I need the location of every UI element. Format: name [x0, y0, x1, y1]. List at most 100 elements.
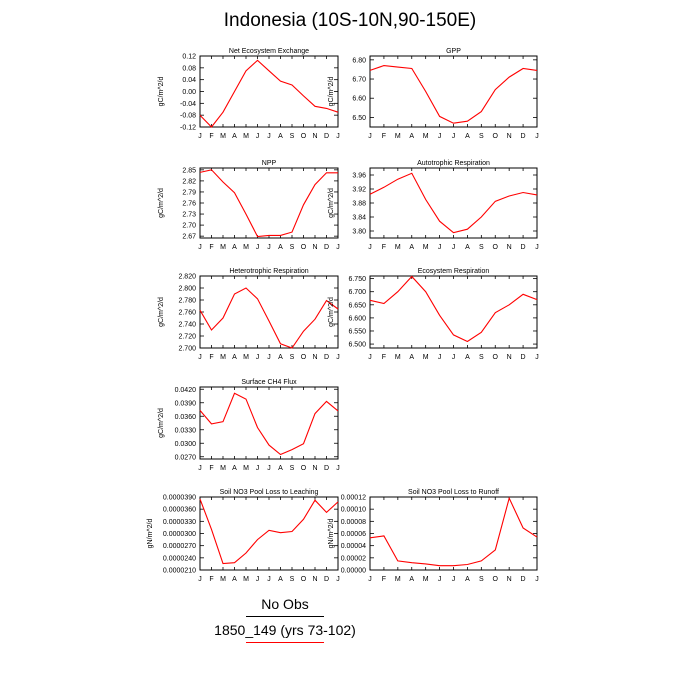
- y-tick-label: 0.0330: [175, 427, 197, 434]
- x-tick-label: F: [209, 465, 213, 472]
- x-tick-label: A: [409, 576, 414, 583]
- series-line: [199, 287, 339, 349]
- x-tick-label: M: [243, 244, 249, 251]
- x-tick-label: M: [395, 133, 401, 140]
- y-tick-label: 0.0300: [175, 441, 197, 448]
- y-tick-label: 0.04: [182, 77, 196, 84]
- panel-title: Heterotrophic Respiration: [229, 268, 308, 275]
- y-axis-label: gN/m^2/d: [328, 519, 335, 549]
- x-tick-label: O: [301, 244, 307, 251]
- y-tick-label: 0.00012: [341, 495, 366, 502]
- panel-title: Soil NO3 Pool Loss to Runoff: [408, 489, 499, 496]
- chart-panel-2: GPP J F M A M J J A S O N D J 6.50 6.60 6.70 6.80 gC/m^2/d: [328, 48, 539, 140]
- x-tick-label: J: [267, 576, 271, 583]
- panel-title: Surface CH4 Flux: [241, 379, 297, 386]
- x-tick-label: A: [465, 576, 470, 583]
- x-tick-label: A: [465, 133, 470, 140]
- x-tick-label: F: [209, 576, 213, 583]
- x-tick-label: J: [256, 465, 260, 472]
- y-tick-label: 0.00010: [341, 507, 366, 514]
- x-tick-label: J: [256, 354, 260, 361]
- plot-frame: [199, 275, 339, 349]
- chart-panel-4: Autotrophic Respiration J F M A M J J A S O N D J 3.80…: [328, 160, 539, 251]
- y-tick-label: 0.12: [182, 54, 196, 61]
- x-tick-label: S: [290, 465, 295, 472]
- x-tick-label: M: [243, 465, 249, 472]
- x-tick-label: O: [493, 244, 499, 251]
- x-tick-label: J: [256, 244, 260, 251]
- y-tick-label: 0.00: [182, 89, 196, 96]
- y-tick-label: 3.92: [352, 187, 366, 194]
- y-tick-label: 0.00008: [341, 519, 366, 526]
- x-tick-label: O: [493, 354, 499, 361]
- x-tick-label: A: [278, 576, 283, 583]
- x-tick-label: O: [301, 576, 307, 583]
- x-tick-label: J: [198, 354, 202, 361]
- x-tick-label: F: [209, 133, 213, 140]
- x-tick-label: J: [256, 576, 260, 583]
- x-tick-label: A: [465, 244, 470, 251]
- x-tick-label: D: [324, 354, 329, 361]
- x-tick-label: M: [220, 133, 226, 140]
- y-tick-label: 6.750: [348, 276, 366, 283]
- y-tick-label: 3.88: [352, 201, 366, 208]
- x-tick-label: M: [243, 133, 249, 140]
- panel-title: Ecosystem Respiration: [418, 268, 490, 275]
- plot-frame: [199, 386, 339, 460]
- x-tick-label: S: [290, 244, 295, 251]
- y-tick-label: 2.820: [178, 274, 196, 281]
- x-tick-label: A: [232, 133, 237, 140]
- x-tick-label: M: [243, 576, 249, 583]
- x-tick-label: J: [438, 354, 442, 361]
- x-tick-label: J: [535, 576, 539, 583]
- x-tick-label: N: [507, 244, 512, 251]
- y-tick-label: 0.00000: [341, 568, 366, 575]
- x-tick-label: D: [324, 133, 329, 140]
- x-tick-label: J: [535, 133, 539, 140]
- panel-title: GPP: [446, 48, 461, 55]
- x-tick-label: J: [452, 354, 456, 361]
- x-tick-label: J: [368, 244, 372, 251]
- y-tick-label: 3.80: [352, 229, 366, 236]
- y-tick-label: 2.67: [182, 234, 196, 241]
- series-line: [199, 169, 338, 238]
- y-tick-label: 0.08: [182, 65, 196, 72]
- x-tick-label: M: [423, 576, 429, 583]
- x-tick-label: J: [368, 576, 372, 583]
- y-tick-label: 6.500: [348, 342, 366, 349]
- x-tick-label: F: [209, 244, 213, 251]
- chart-panel-9: Soil NO3 Pool Loss to Runoff J F M A M J J A S O N D…: [328, 489, 539, 583]
- y-tick-label: 2.740: [178, 322, 196, 329]
- x-tick-label: J: [198, 576, 202, 583]
- y-tick-label: 0.00002: [341, 555, 366, 562]
- y-tick-label: -0.12: [180, 125, 196, 132]
- x-tick-label: O: [301, 133, 307, 140]
- y-tick-label: 6.50: [352, 115, 366, 122]
- x-tick-label: J: [535, 244, 539, 251]
- y-tick-label: 0.0390: [175, 400, 197, 407]
- x-tick-label: N: [312, 244, 317, 251]
- x-tick-label: J: [438, 133, 442, 140]
- x-tick-label: M: [423, 133, 429, 140]
- series-line: [369, 172, 538, 234]
- x-tick-label: N: [507, 354, 512, 361]
- x-tick-label: J: [535, 354, 539, 361]
- y-tick-label: 2.760: [178, 310, 196, 317]
- plot-frame: [199, 496, 339, 571]
- y-tick-label: 2.76: [182, 201, 196, 208]
- panel-title: Autotrophic Respiration: [417, 160, 490, 167]
- x-tick-label: M: [423, 244, 429, 251]
- x-tick-label: O: [493, 133, 499, 140]
- x-tick-label: A: [465, 354, 470, 361]
- x-tick-label: A: [278, 354, 283, 361]
- x-tick-label: J: [368, 354, 372, 361]
- x-tick-label: J: [452, 576, 456, 583]
- y-tick-label: 0.00006: [341, 531, 366, 538]
- y-tick-label: 6.60: [352, 96, 366, 103]
- x-tick-label: N: [312, 354, 317, 361]
- x-tick-label: A: [278, 244, 283, 251]
- y-axis-label: gC/m^2/d: [158, 77, 165, 107]
- x-tick-label: F: [382, 576, 386, 583]
